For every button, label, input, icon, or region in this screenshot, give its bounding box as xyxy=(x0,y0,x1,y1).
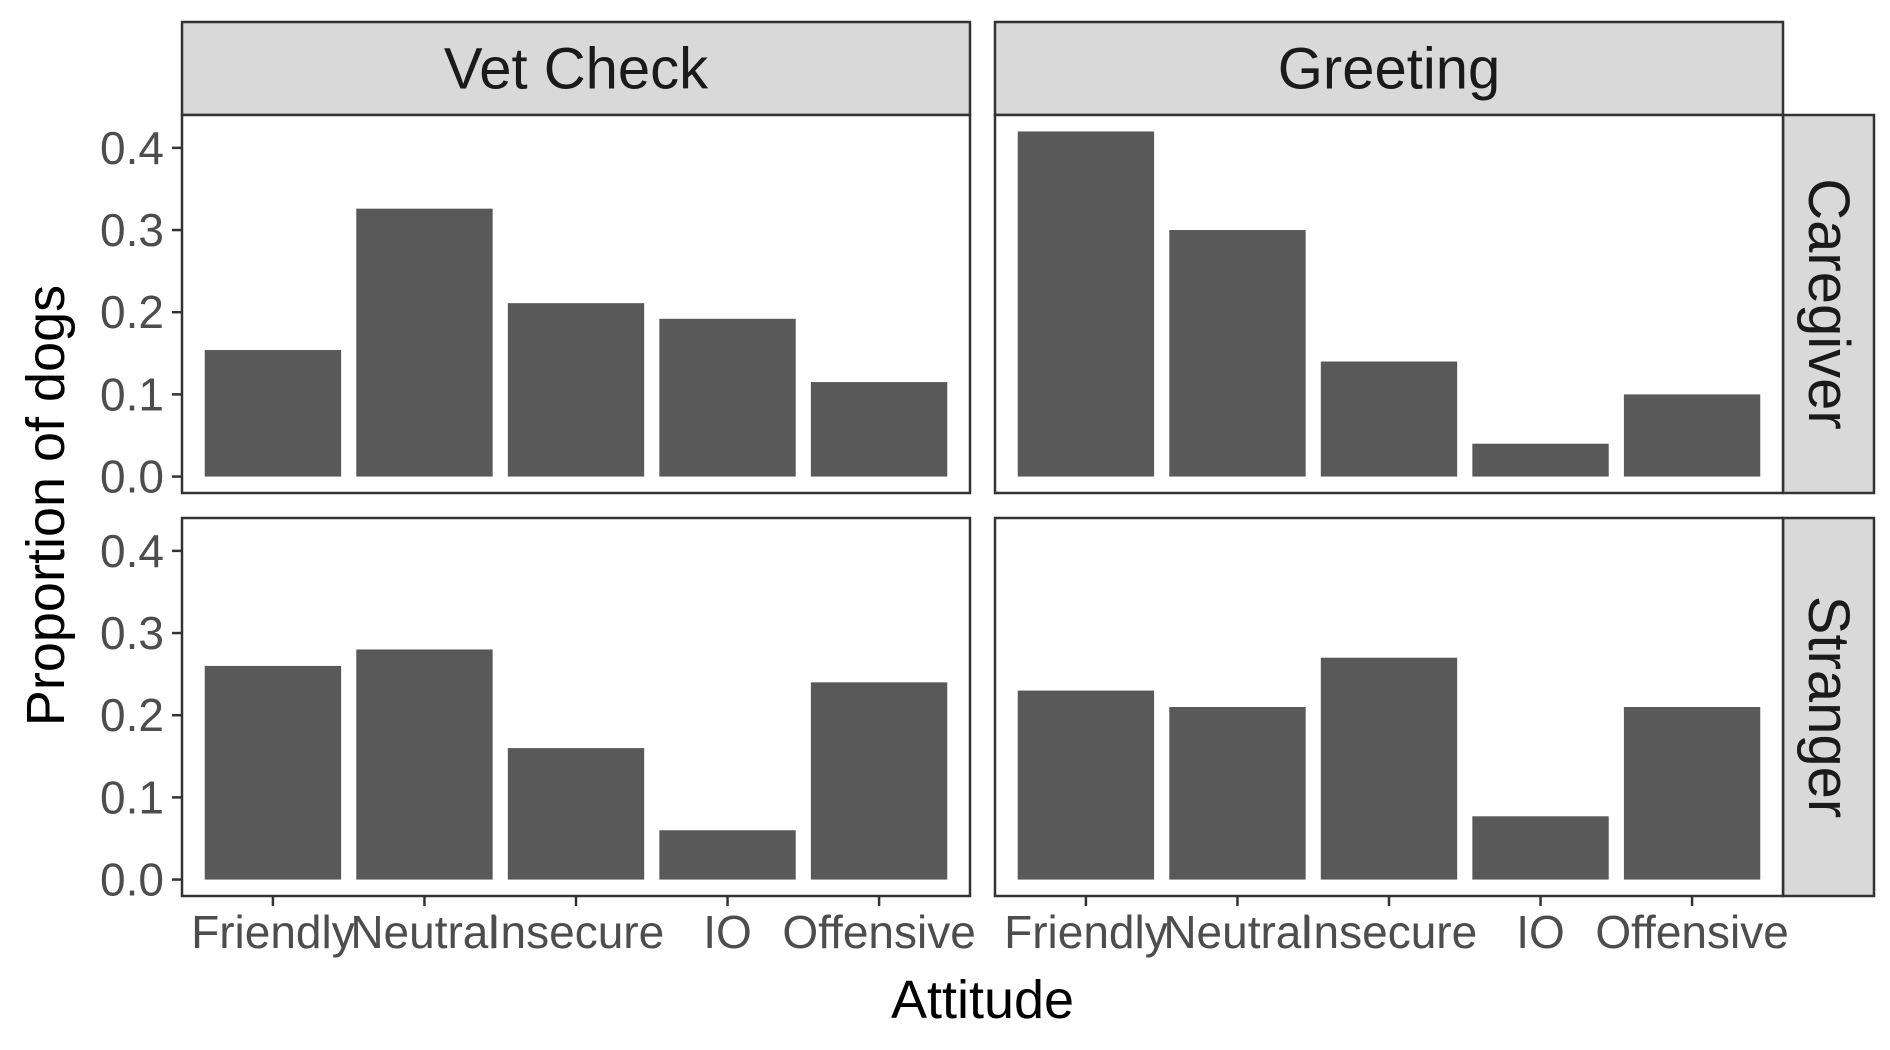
y-tick-label: 0.4 xyxy=(100,122,164,174)
bar-vet-check-stranger-neutral xyxy=(356,649,493,880)
y-tick-label: 0.3 xyxy=(100,204,164,256)
bar-greeting-stranger-offensive xyxy=(1623,707,1761,880)
bar-vet-check-caregiver-io xyxy=(659,318,796,477)
bar-greeting-stranger-insecure xyxy=(1320,657,1458,880)
bar-vet-check-caregiver-insecure xyxy=(507,303,645,477)
bar-vet-check-caregiver-neutral xyxy=(356,208,493,477)
strip-greeting xyxy=(993,20,1785,117)
panel-border xyxy=(180,113,972,495)
strip-label-stranger: Stranger xyxy=(1796,596,1861,818)
bar-greeting-caregiver-neutral xyxy=(1169,230,1306,477)
bar-greeting-caregiver-insecure xyxy=(1320,361,1458,477)
strip-label-caregiver: Caregiver xyxy=(1796,178,1861,429)
y-tick-label: 0.0 xyxy=(100,854,164,906)
x-tick-label-insecure: Insecure xyxy=(1301,906,1477,958)
panel-border xyxy=(993,113,1785,495)
y-tick-label: 0.2 xyxy=(100,689,164,741)
x-tick-label-io: IO xyxy=(703,906,752,958)
strip-caregiver xyxy=(1781,113,1876,495)
x-tick-label-insecure: Insecure xyxy=(488,906,664,958)
bar-greeting-stranger-neutral xyxy=(1169,707,1306,880)
strip-label-vet-check: Vet Check xyxy=(444,37,709,102)
bar-vet-check-stranger-insecure xyxy=(507,748,645,880)
bar-vet-check-stranger-offensive xyxy=(810,682,948,880)
bar-vet-check-caregiver-offensive xyxy=(810,382,948,477)
x-tick-label-friendly: Friendly xyxy=(191,906,355,958)
strip-vet-check xyxy=(180,20,972,117)
y-tick-label: 0.1 xyxy=(100,368,164,420)
x-axis-title: Attitude xyxy=(891,970,1074,1030)
bar-greeting-stranger-io xyxy=(1472,816,1609,880)
x-tick-label-io: IO xyxy=(1516,906,1565,958)
bar-greeting-caregiver-offensive xyxy=(1623,394,1761,477)
y-axis-title: Proportion of dogs xyxy=(16,285,76,726)
bar-greeting-caregiver-io xyxy=(1472,443,1609,477)
strip-stranger xyxy=(1781,516,1876,898)
x-tick-label-offensive: Offensive xyxy=(1595,906,1788,958)
y-tick-label: 0.0 xyxy=(100,451,164,503)
y-tick-label: 0.2 xyxy=(100,286,164,338)
x-tick-label-friendly: Friendly xyxy=(1004,906,1168,958)
y-tick-label: 0.3 xyxy=(100,607,164,659)
bar-greeting-caregiver-friendly xyxy=(1017,131,1155,477)
y-tick-label: 0.1 xyxy=(100,771,164,823)
x-tick-label-neutral: Neutral xyxy=(1163,906,1311,958)
bar-vet-check-stranger-friendly xyxy=(204,665,342,880)
bar-vet-check-stranger-io xyxy=(659,830,796,880)
y-tick-label: 0.4 xyxy=(100,525,164,577)
bar-greeting-stranger-friendly xyxy=(1017,690,1155,880)
x-tick-label-offensive: Offensive xyxy=(782,906,975,958)
x-tick-label-neutral: Neutral xyxy=(350,906,498,958)
strip-label-greeting: Greeting xyxy=(1278,37,1500,102)
bar-vet-check-caregiver-friendly xyxy=(204,350,342,477)
